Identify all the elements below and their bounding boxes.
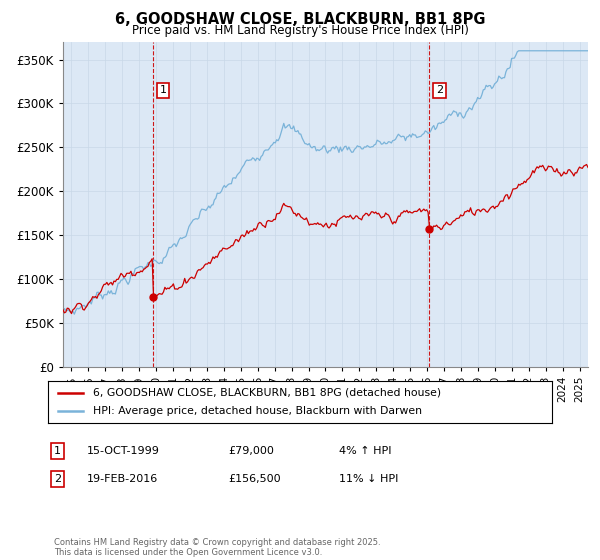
Text: Contains HM Land Registry data © Crown copyright and database right 2025.
This d: Contains HM Land Registry data © Crown c… bbox=[54, 538, 380, 557]
Text: 19-FEB-2016: 19-FEB-2016 bbox=[87, 474, 158, 484]
Text: 1: 1 bbox=[54, 446, 61, 456]
Text: 1: 1 bbox=[160, 85, 166, 95]
Text: HPI: Average price, detached house, Blackburn with Darwen: HPI: Average price, detached house, Blac… bbox=[94, 406, 422, 416]
Text: 4% ↑ HPI: 4% ↑ HPI bbox=[339, 446, 391, 456]
Text: 2: 2 bbox=[54, 474, 61, 484]
Text: 6, GOODSHAW CLOSE, BLACKBURN, BB1 8PG: 6, GOODSHAW CLOSE, BLACKBURN, BB1 8PG bbox=[115, 12, 485, 27]
Text: Price paid vs. HM Land Registry's House Price Index (HPI): Price paid vs. HM Land Registry's House … bbox=[131, 24, 469, 36]
Text: 11% ↓ HPI: 11% ↓ HPI bbox=[339, 474, 398, 484]
Text: £79,000: £79,000 bbox=[228, 446, 274, 456]
Text: 2: 2 bbox=[436, 85, 443, 95]
Text: 15-OCT-1999: 15-OCT-1999 bbox=[87, 446, 160, 456]
Text: £156,500: £156,500 bbox=[228, 474, 281, 484]
Text: 6, GOODSHAW CLOSE, BLACKBURN, BB1 8PG (detached house): 6, GOODSHAW CLOSE, BLACKBURN, BB1 8PG (d… bbox=[94, 388, 442, 398]
